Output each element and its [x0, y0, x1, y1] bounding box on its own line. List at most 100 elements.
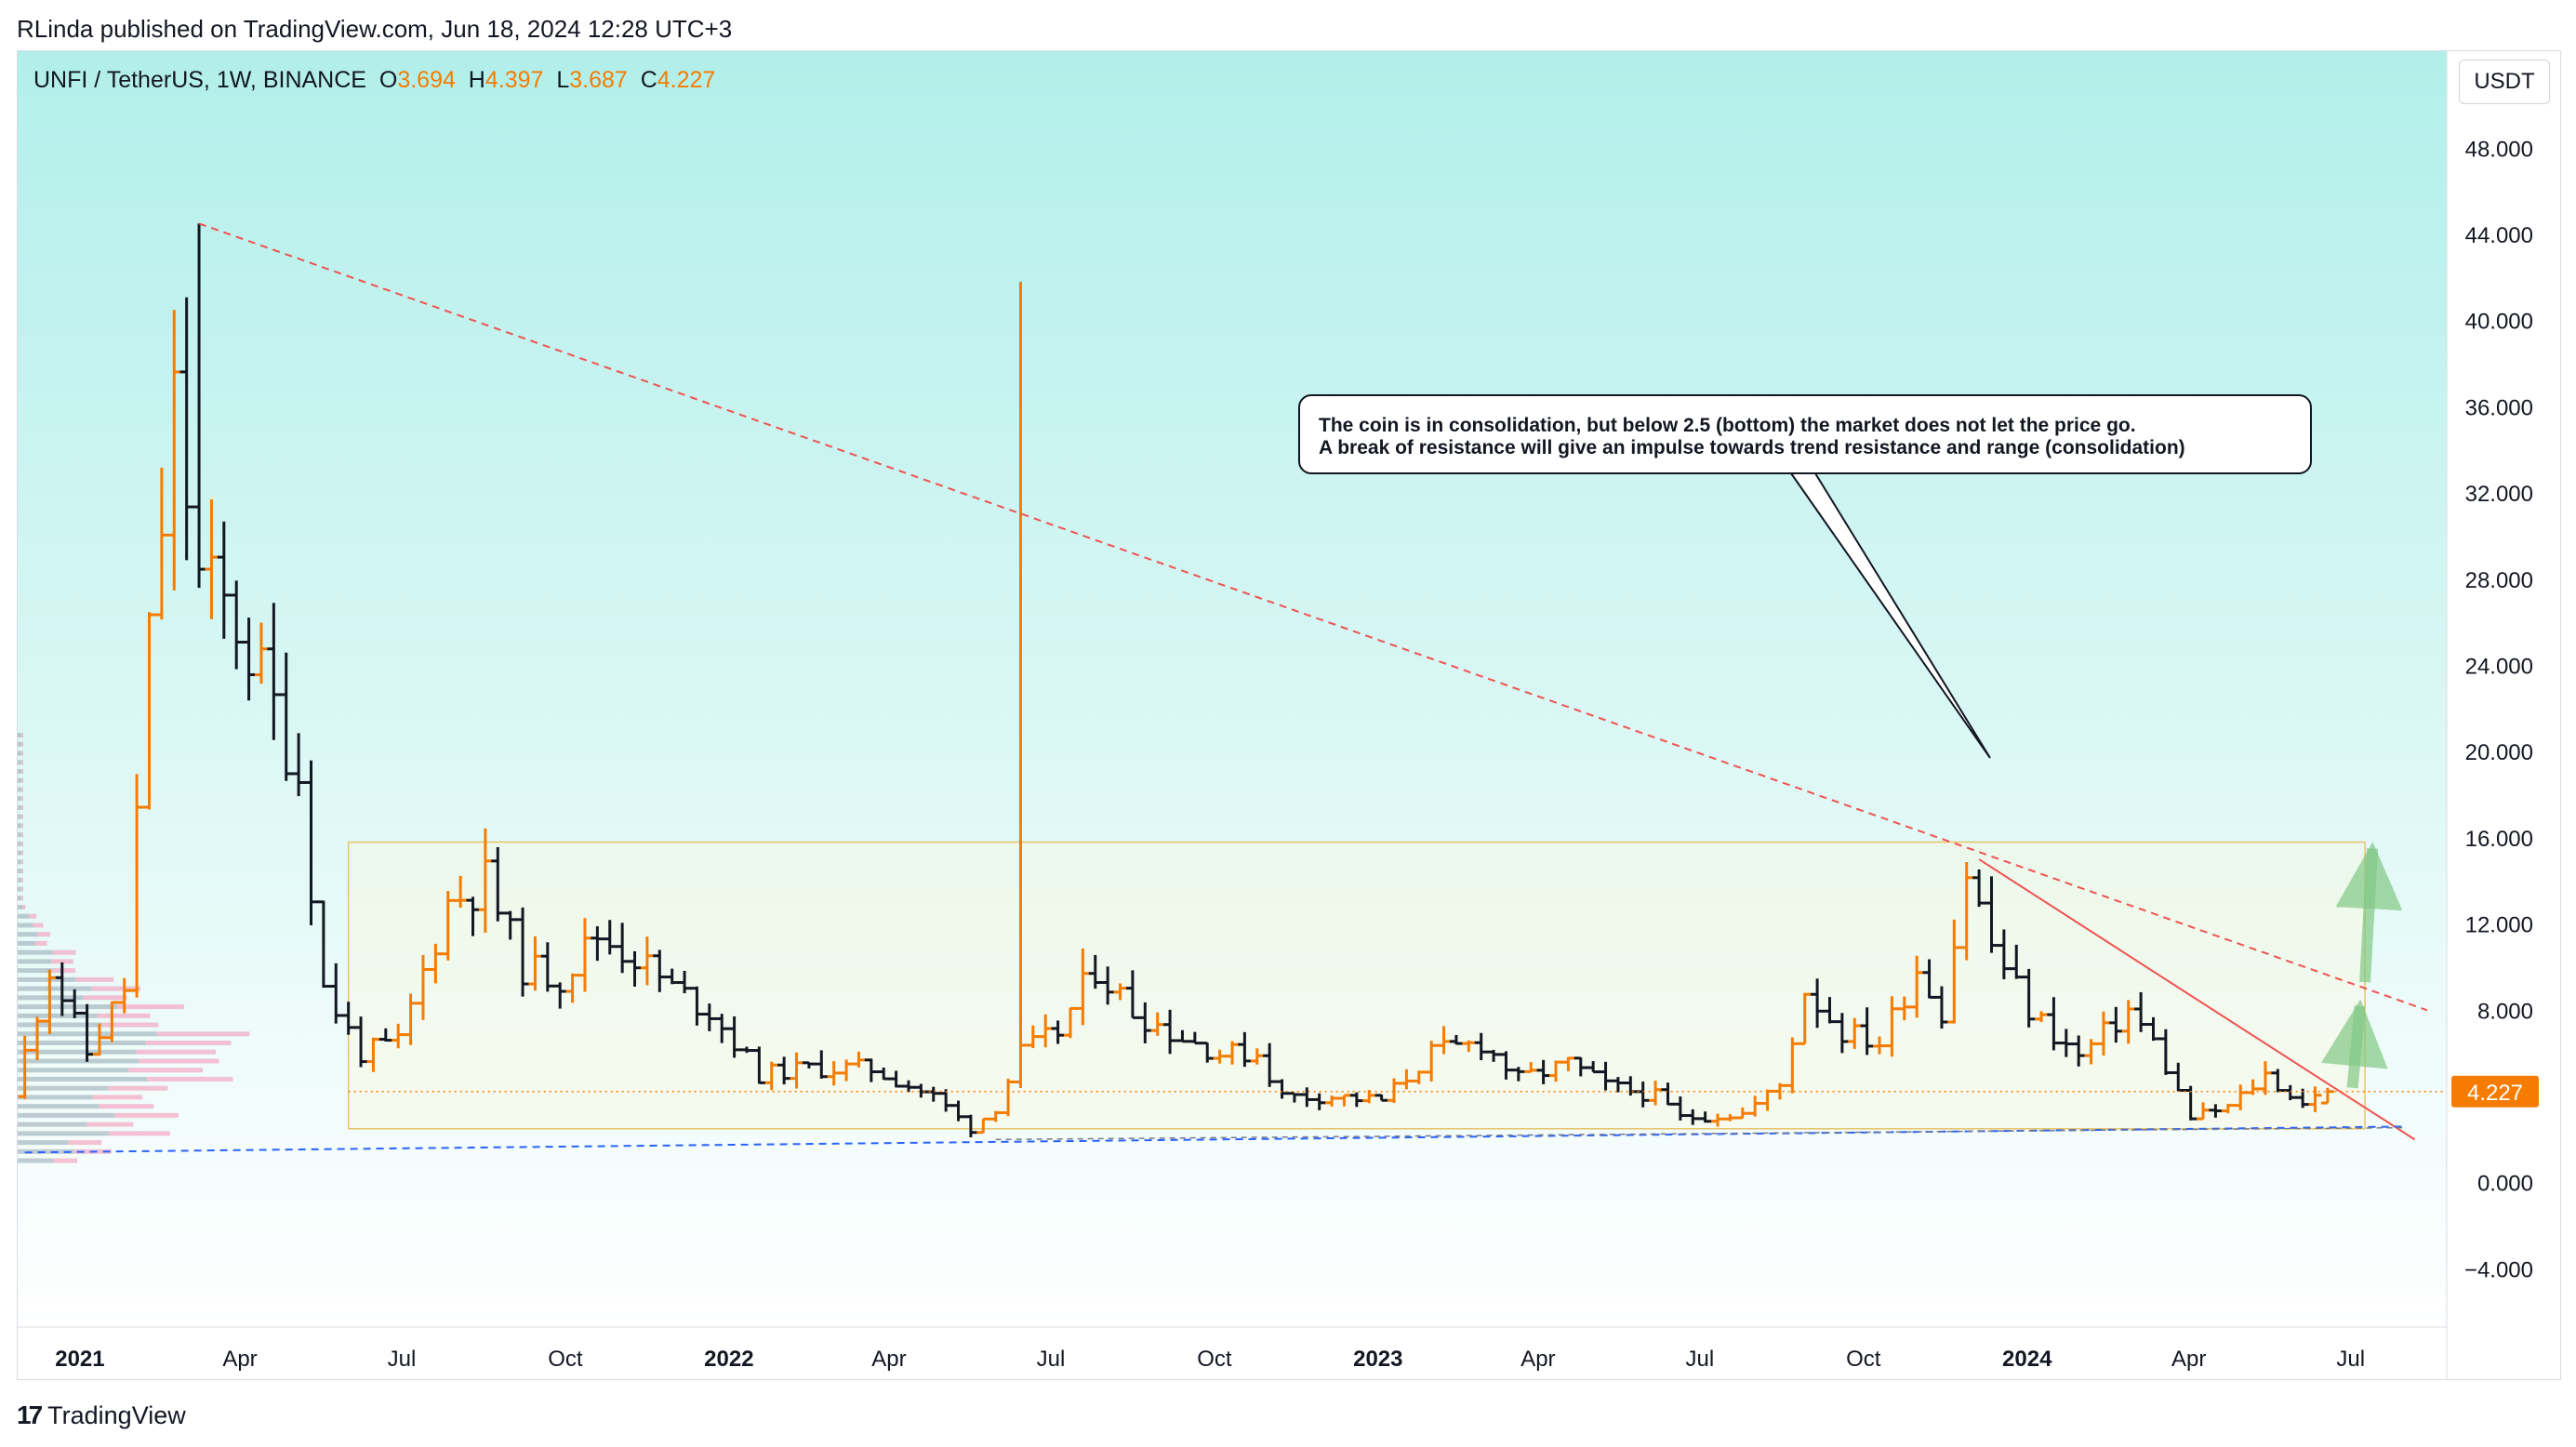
ohlc-bar[interactable] — [1959, 861, 1973, 961]
ohlc-bar[interactable] — [1051, 1020, 1065, 1044]
price-unit-button[interactable]: USDT — [2459, 60, 2550, 104]
ohlc-bar[interactable] — [1125, 970, 1139, 1019]
ohlc-bar[interactable] — [1573, 1056, 1587, 1077]
ohlc-bar[interactable] — [1388, 1078, 1401, 1103]
ohlc-bar[interactable] — [304, 760, 318, 926]
ohlc-bar[interactable] — [179, 297, 193, 561]
ohlc-bar[interactable] — [68, 989, 82, 1018]
ohlc-bar[interactable] — [1934, 986, 1948, 1029]
ohlc-bar[interactable] — [678, 970, 692, 994]
ohlc-bar[interactable] — [877, 1067, 891, 1081]
ohlc-bar[interactable] — [1511, 1067, 1525, 1082]
ohlc-bar[interactable] — [1885, 996, 1899, 1057]
ohlc-bar[interactable] — [167, 310, 181, 591]
ohlc-bar[interactable] — [1088, 954, 1102, 989]
ohlc-bar[interactable] — [1287, 1092, 1301, 1103]
ohlc-bar[interactable] — [404, 993, 418, 1045]
ohlc-bar[interactable] — [1014, 281, 1028, 1088]
ohlc-bar[interactable] — [1138, 1002, 1152, 1043]
ohlc-bar[interactable] — [242, 617, 256, 701]
ohlc-bar[interactable] — [1811, 978, 1825, 1029]
ohlc-bar[interactable] — [18, 1035, 32, 1099]
ohlc-bar[interactable] — [1263, 1042, 1277, 1087]
ohlc-bar[interactable] — [503, 910, 517, 940]
ohlc-bar[interactable] — [205, 499, 219, 619]
ohlc-bar[interactable] — [1312, 1093, 1326, 1110]
ohlc-bar[interactable] — [1798, 992, 1812, 1045]
ohlc-bar[interactable] — [578, 918, 591, 992]
ohlc-bar[interactable] — [2271, 1069, 2285, 1093]
ohlc-bar[interactable] — [2059, 1029, 2073, 1057]
ohlc-bar[interactable] — [1226, 1041, 1239, 1065]
ohlc-bar[interactable] — [1400, 1069, 1414, 1090]
ohlc-bar[interactable] — [1773, 1082, 1786, 1100]
ohlc-bar[interactable] — [653, 949, 667, 992]
ohlc-bar[interactable] — [1462, 1040, 1476, 1053]
ohlc-bar[interactable] — [889, 1070, 903, 1088]
ohlc-bar[interactable] — [193, 223, 206, 589]
ohlc-bar[interactable] — [292, 733, 306, 797]
long-trend-resistance-line[interactable] — [198, 222, 2428, 1012]
ohlc-bar[interactable] — [2096, 1011, 2110, 1056]
ohlc-bar[interactable] — [815, 1050, 829, 1079]
ohlc-bar[interactable] — [1985, 876, 1998, 953]
ohlc-bar[interactable] — [628, 950, 642, 987]
ohlc-bar[interactable] — [764, 1061, 778, 1091]
ohlc-bar[interactable] — [2010, 944, 2024, 979]
ohlc-bar[interactable] — [1599, 1061, 1613, 1091]
ohlc-bar[interactable] — [117, 977, 131, 1014]
ohlc-bar[interactable] — [1437, 1026, 1451, 1055]
ohlc-bar[interactable] — [1487, 1049, 1501, 1062]
ohlc-bar[interactable] — [1735, 1107, 1749, 1120]
ohlc-bar[interactable] — [80, 1003, 94, 1062]
ohlc-bar[interactable] — [715, 1014, 729, 1043]
ohlc-bar[interactable] — [1673, 1096, 1687, 1121]
ohlc-bar[interactable] — [1947, 919, 1961, 1024]
ohlc-bar[interactable] — [1624, 1076, 1638, 1096]
ohlc-bar[interactable] — [55, 962, 69, 1016]
ohlc-bar[interactable] — [2109, 1006, 2123, 1043]
ohlc-bar[interactable] — [565, 973, 579, 1003]
ohlc-bar[interactable] — [739, 1046, 753, 1054]
ohlc-bar[interactable] — [2171, 1062, 2185, 1092]
ohlc-bar[interactable] — [1201, 1042, 1215, 1063]
tradingview-brand[interactable]: 17 TradingView — [17, 1401, 186, 1430]
ohlc-bar[interactable] — [31, 1016, 45, 1061]
ohlc-bar[interactable] — [1823, 997, 1837, 1024]
ohlc-bar[interactable] — [1300, 1087, 1314, 1108]
ohlc-bar[interactable] — [516, 907, 530, 997]
ohlc-bar[interactable] — [2047, 997, 2061, 1051]
ohlc-bar[interactable] — [2072, 1035, 2086, 1067]
ohlc-bar[interactable] — [478, 828, 492, 934]
ohlc-bar[interactable] — [901, 1080, 915, 1093]
ohlc-bar[interactable] — [1561, 1056, 1575, 1071]
time-axis[interactable]: 2021 Apr Jul Oct 2022 Apr Jul Oct 2023 Apr Jul Oct 2… — [55, 1347, 2365, 1372]
ohlc-bar[interactable] — [1661, 1082, 1675, 1106]
ohlc-bar[interactable] — [540, 942, 554, 992]
ohlc-bar[interactable] — [2221, 1104, 2235, 1114]
ohlc-bar[interactable] — [1748, 1095, 1762, 1117]
target-arrow[interactable] — [2320, 999, 2388, 1089]
ohlc-bar[interactable] — [2197, 1102, 2211, 1121]
ohlc-bar[interactable] — [1250, 1048, 1264, 1065]
ohlc-bar[interactable] — [616, 923, 630, 974]
ohlc-bar[interactable] — [852, 1051, 866, 1068]
ohlc-bar[interactable] — [1238, 1031, 1252, 1068]
ohlc-bar[interactable] — [790, 1052, 803, 1089]
ohlc-bar[interactable] — [1425, 1041, 1439, 1082]
ohlc-bar[interactable] — [1786, 1037, 1799, 1094]
ohlc-bar[interactable] — [329, 962, 343, 1024]
ohlc-bar[interactable] — [1063, 1006, 1077, 1039]
ohlc-bar[interactable] — [1449, 1034, 1463, 1045]
target-arrow[interactable] — [2335, 842, 2403, 983]
ohlc-bar[interactable] — [1649, 1081, 1663, 1106]
ohlc-bar[interactable] — [1686, 1108, 1700, 1125]
ohlc-bar[interactable] — [254, 622, 268, 684]
ohlc-bar[interactable] — [1275, 1079, 1289, 1099]
ohlc-bar[interactable] — [92, 1023, 106, 1056]
ohlc-bar[interactable] — [1113, 983, 1127, 1001]
ohlc-bar[interactable] — [341, 1002, 355, 1035]
ohlc-bar[interactable] — [1374, 1094, 1388, 1102]
ohlc-bar[interactable] — [441, 891, 455, 961]
